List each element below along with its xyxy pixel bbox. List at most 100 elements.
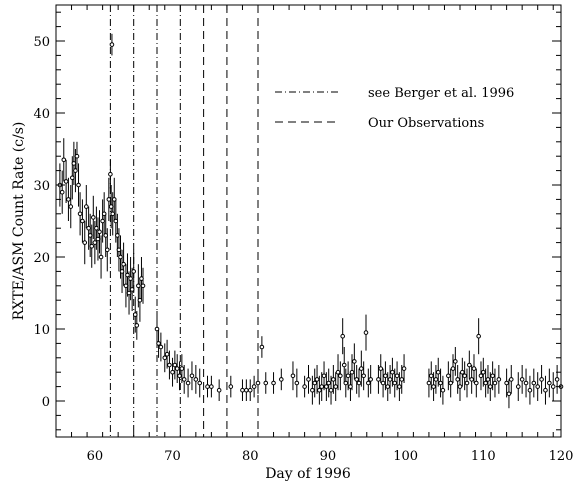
data-point: [340, 333, 345, 339]
y-tick-label: 50: [33, 35, 50, 50]
data-point: [460, 369, 465, 375]
reference-lines: [109, 5, 259, 437]
data-point: [74, 153, 80, 159]
data-point: [312, 380, 318, 386]
data-point: [464, 380, 470, 386]
data-point: [162, 355, 168, 361]
data-point: [392, 380, 398, 386]
legend-label-observations: Our Observations: [368, 116, 484, 131]
data-point: [345, 373, 351, 379]
data-point: [385, 384, 391, 389]
data-point: [70, 175, 75, 181]
data-point: [338, 373, 343, 379]
data-point: [294, 380, 300, 386]
data-point: [455, 377, 460, 382]
data-point: [431, 384, 436, 389]
data-point: [328, 387, 334, 393]
data-point: [539, 377, 544, 382]
data-point: [401, 366, 407, 371]
data-point: [331, 377, 336, 382]
data-point: [59, 189, 65, 195]
data-point: [86, 225, 91, 231]
data-point: [462, 373, 467, 379]
data-point: [438, 380, 443, 386]
data-point: [531, 380, 537, 386]
data-point: [104, 247, 110, 253]
data-point: [446, 373, 451, 379]
legend: see Berger et al. 1996 Our Observations: [275, 86, 514, 131]
data-point: [247, 387, 253, 393]
data-point: [259, 344, 265, 350]
data-point: [118, 254, 123, 260]
data-point: [92, 240, 98, 245]
data-point: [103, 233, 109, 238]
data-point: [113, 218, 119, 224]
data-point: [504, 380, 509, 386]
data-point: [368, 377, 373, 382]
data-point: [352, 359, 357, 364]
data-point: [63, 179, 69, 184]
data-point: [335, 369, 341, 375]
data-point: [94, 225, 99, 231]
data-point: [317, 387, 322, 393]
data-point: [361, 373, 366, 379]
data-point: [110, 211, 116, 217]
data-point: [394, 373, 400, 379]
data-point: [205, 384, 210, 389]
data-point: [543, 387, 548, 393]
data-point: [61, 157, 67, 163]
data-point: [535, 384, 540, 389]
data-point: [119, 269, 125, 274]
data-point: [123, 283, 129, 289]
data-point: [68, 204, 74, 209]
data-point: [170, 369, 175, 375]
data-point: [348, 384, 353, 389]
data-point: [189, 373, 195, 379]
data-point: [164, 351, 170, 357]
data-point: [519, 377, 525, 382]
data-point: [550, 384, 556, 389]
y-tick-label: 20: [33, 251, 50, 266]
data-point: [156, 341, 161, 346]
plot-frame: [55, 4, 562, 438]
data-point: [109, 42, 115, 47]
data-point: [106, 197, 112, 202]
data-point: [390, 369, 395, 375]
data-point: [128, 276, 133, 281]
data-point: [77, 211, 83, 217]
data-points: [57, 42, 564, 397]
data-point: [73, 168, 78, 173]
data-point: [97, 229, 102, 235]
data-point: [319, 384, 325, 389]
data-point: [380, 380, 386, 386]
x-axis-title: Day of 1996: [265, 466, 351, 482]
data-point: [140, 283, 146, 289]
data-point: [177, 373, 182, 379]
data-point: [426, 380, 432, 386]
data-point: [76, 182, 81, 188]
data-point: [95, 236, 101, 242]
data-point: [240, 387, 245, 393]
data-point: [310, 387, 315, 393]
data-point: [523, 380, 529, 386]
y-tick-label: 10: [33, 323, 50, 338]
data-point: [271, 380, 276, 386]
x-tick-label: 100: [393, 449, 418, 464]
data-point: [547, 380, 552, 386]
data-point: [216, 387, 222, 393]
data-point: [490, 373, 495, 379]
data-point: [174, 366, 180, 371]
data-point: [387, 377, 393, 382]
data-point: [82, 240, 88, 245]
data-point: [314, 377, 320, 382]
data-point: [172, 362, 178, 368]
data-point: [492, 380, 498, 386]
data-point: [527, 387, 533, 393]
y-tick-label: 0: [42, 395, 50, 410]
data-point: [179, 366, 185, 371]
data-point: [359, 366, 364, 371]
data-point: [433, 377, 439, 382]
data-point: [554, 377, 560, 382]
data-point: [139, 276, 144, 281]
data-point: [457, 384, 463, 389]
